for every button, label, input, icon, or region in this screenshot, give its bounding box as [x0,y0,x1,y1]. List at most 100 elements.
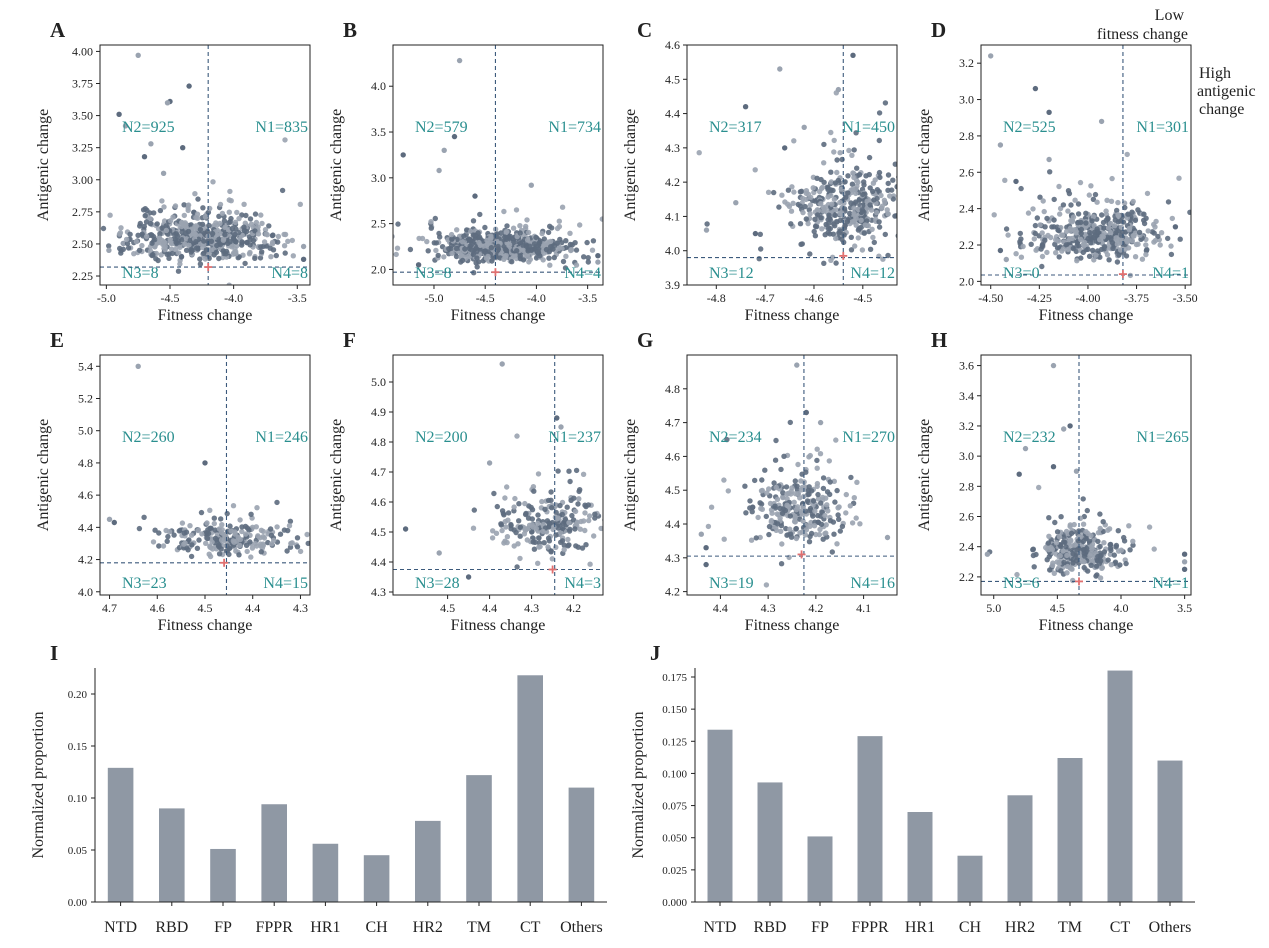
y-tick-label: 4.0 [78,585,93,599]
data-point [725,488,731,494]
data-point [501,512,507,518]
data-point [1132,217,1139,223]
data-point [882,100,889,106]
data-point [206,222,212,229]
data-point [568,247,574,253]
data-point [1097,511,1103,517]
data-point [1094,199,1100,205]
data-point [1075,201,1082,207]
data-point [876,224,883,230]
data-point [792,519,798,525]
y-tick-label: 4.8 [78,456,93,470]
data-point [223,533,229,539]
data-point [1039,242,1046,248]
origin-marker [1118,270,1127,279]
x-tick-label: 4.7 [102,601,117,615]
data-point [1005,232,1011,238]
data-point [579,545,586,551]
data-point [243,531,249,537]
data-point [1037,222,1043,228]
data-point [580,471,587,477]
data-point [795,461,801,468]
data-point [227,523,233,529]
y-tick-label: 3.5 [371,125,386,139]
category-label: CT [1110,919,1131,936]
data-point [1060,539,1067,545]
data-point [1060,548,1066,554]
data-point [906,212,911,217]
data-point [576,496,582,502]
data-point [213,220,219,226]
data-point [565,543,571,549]
data-point [549,505,555,511]
data-point [1059,248,1065,254]
data-point [1101,225,1107,231]
data-point [1086,253,1093,259]
data-point [812,233,819,239]
quadrant-n1-label: N1=301 [1136,119,1189,136]
data-point [332,232,337,237]
data-point [456,57,463,64]
data-point [814,446,820,452]
data-point [818,521,825,527]
data-point [286,523,293,529]
data-point [226,282,232,285]
data-point [1044,557,1050,563]
data-point [222,224,228,230]
data-point [835,86,842,93]
category-label: Others [560,919,603,936]
data-point [1116,252,1122,258]
data-point [490,528,496,534]
data-point [1089,218,1095,224]
data-point [394,245,401,251]
data-point [559,538,566,544]
data-point [1068,202,1074,208]
y-tick-label: 2.6 [959,510,974,524]
data-point [1046,156,1052,163]
data-point [532,246,538,252]
data-point [402,526,409,532]
data-point [181,202,187,208]
data-point [827,225,833,232]
data-point [1088,183,1094,189]
data-point [446,246,452,252]
x-tick-label: -4.5 [161,291,180,305]
data-point [808,530,815,537]
data-point [346,236,351,241]
data-point [1100,519,1106,525]
origin-marker [220,558,229,567]
data-point [814,483,820,490]
data-point [899,201,904,206]
data-point [1105,557,1111,563]
data-point [194,211,201,217]
data-point [1097,553,1104,559]
data-point [166,529,173,535]
panel-label: C [637,18,652,42]
data-point [1070,577,1076,584]
data-point [866,154,873,161]
quadrant-n4-label: N4=4 [564,265,601,282]
high-antigenic-annotation: High antigenic change [1197,65,1260,118]
data-point [1113,542,1120,549]
x-tick-label: -3.75 [1124,291,1149,305]
data-point [539,498,545,505]
data-point [1097,543,1103,550]
data-point [798,336,803,341]
data-point [1106,257,1112,263]
data-point [862,222,868,228]
data-point [393,251,399,258]
data-point [1058,568,1064,574]
quadrant-n4-label: N4=1 [1152,265,1189,282]
data-point [288,540,294,547]
y-tick-label: 2.8 [959,129,974,143]
data-point [305,540,310,547]
y-tick-label: 4.6 [78,488,93,502]
data-point [758,488,765,494]
data-point [778,561,785,567]
data-point [797,203,804,209]
data-point [834,219,840,225]
data-point [524,537,530,543]
data-point [507,233,513,239]
y-tick-label: 0.15 [68,741,88,753]
data-point [822,232,828,238]
